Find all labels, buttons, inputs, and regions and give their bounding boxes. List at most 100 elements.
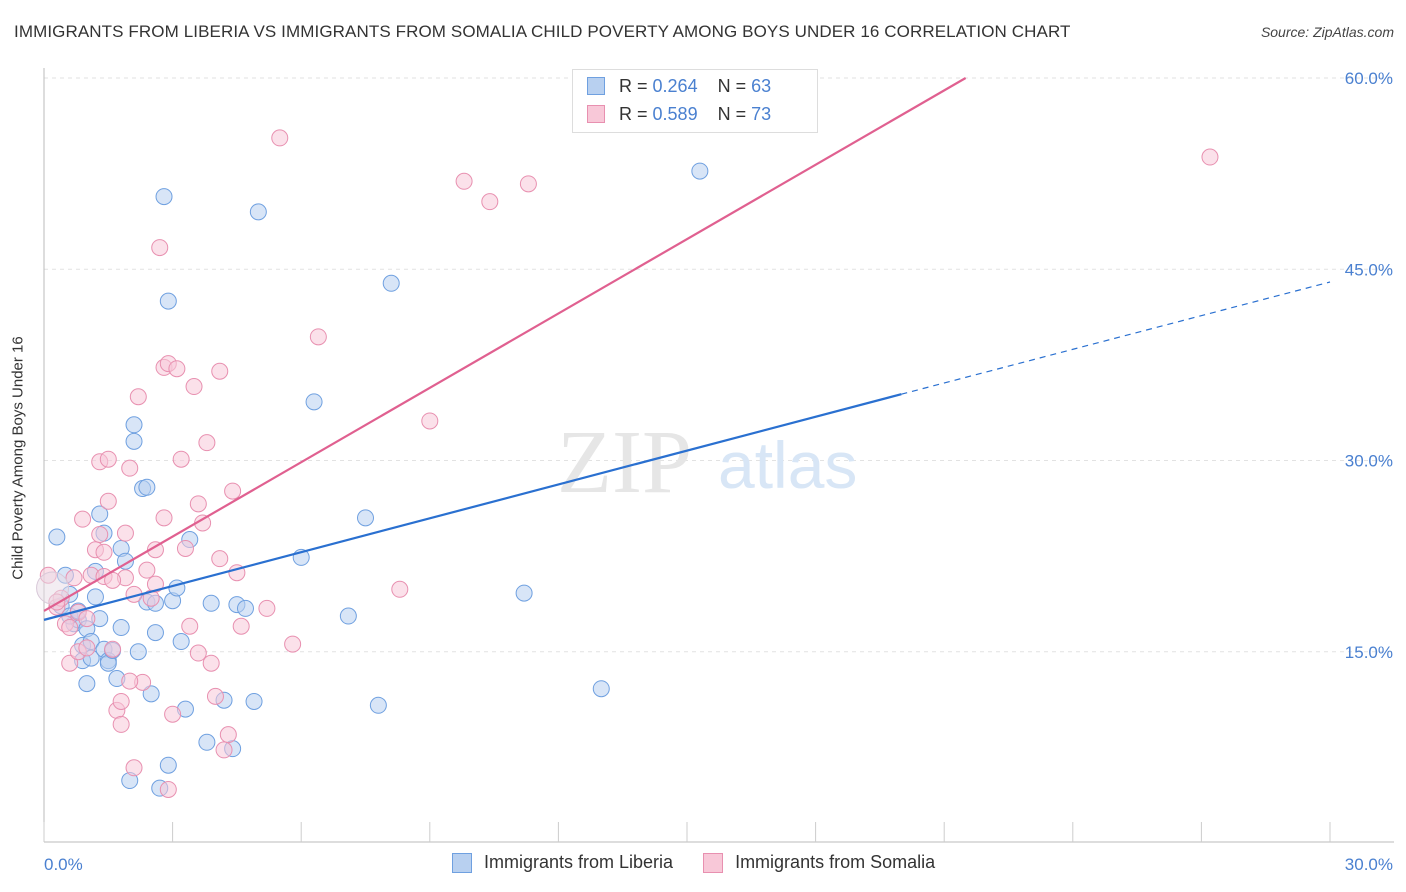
liberia-trend-extension (901, 281, 1331, 395)
somalia-point (168, 360, 186, 378)
somalia-point (189, 495, 207, 513)
somalia-point (61, 654, 79, 672)
liberia-point (155, 188, 173, 206)
somalia-point (172, 450, 190, 468)
trend-lines (43, 77, 1331, 621)
legend-item-liberia[interactable]: Immigrants from Liberia (452, 852, 673, 873)
liberia-point (142, 685, 160, 703)
somalia-point (164, 705, 182, 723)
somalia-point (391, 580, 409, 598)
liberia-point (382, 274, 400, 292)
somalia-point (95, 543, 113, 561)
somalia-point (189, 644, 207, 662)
somalia-point (112, 692, 130, 710)
liberia-point (249, 203, 267, 221)
liberia-point (691, 162, 709, 180)
somalia-point (129, 388, 147, 406)
liberia-point (125, 432, 143, 450)
r-value: 0.589 (652, 103, 698, 124)
data-points (36, 97, 1219, 798)
liberia-point (78, 675, 96, 693)
n-label: N = (717, 75, 747, 96)
somalia-point (206, 687, 224, 705)
liberia-point (129, 643, 147, 661)
r-label: R = (619, 75, 648, 96)
legend-row-liberia: R = 0.264 N = 63 (587, 75, 771, 97)
somalia-point (125, 759, 143, 777)
legend-row-somalia: R = 0.589 N = 73 (587, 103, 771, 125)
somalia-point (116, 524, 134, 542)
somalia-point (104, 640, 122, 658)
liberia-point (198, 733, 216, 751)
liberia-point (202, 594, 220, 612)
y-tick-label: 60.0% (1345, 69, 1393, 88)
somalia-point (112, 715, 130, 733)
legend-item-somalia[interactable]: Immigrants from Somalia (703, 852, 935, 873)
watermark-atlas: atlas (718, 428, 857, 502)
somalia-point (78, 639, 96, 657)
somalia-point (91, 525, 109, 543)
chart-title: IMMIGRANTS FROM LIBERIA VS IMMIGRANTS FR… (14, 22, 1071, 41)
liberia-trend-line (43, 393, 902, 621)
liberia-point (138, 478, 156, 496)
somalia-swatch (587, 105, 605, 123)
y-tick-label: 15.0% (1345, 643, 1393, 662)
somalia-point (211, 362, 229, 380)
n-label: N = (717, 103, 747, 124)
somalia-point (159, 780, 177, 798)
somalia-point (78, 610, 96, 628)
liberia-point (245, 692, 263, 710)
somalia-point (1201, 148, 1219, 166)
liberia-point (125, 416, 143, 434)
liberia-point (305, 393, 323, 411)
liberia-point (159, 292, 177, 310)
somalia-point (99, 492, 117, 510)
somalia-point (121, 672, 139, 690)
somalia-point (181, 617, 199, 635)
correlation-legend: R = 0.264 N = 63 R = 0.589 N = 73 (572, 69, 818, 133)
liberia-point (172, 633, 190, 651)
liberia-swatch (587, 77, 605, 95)
somalia-point (215, 741, 233, 759)
somalia-point (151, 239, 169, 257)
somalia-point (219, 726, 237, 744)
somalia-point (271, 129, 289, 147)
somalia-point (155, 509, 173, 527)
source-label: Source: ZipAtlas.com (1260, 24, 1394, 40)
r-value: 0.264 (652, 75, 698, 96)
legend-label-somalia: Immigrants from Somalia (735, 852, 936, 872)
watermark-zip: ZIP (557, 413, 692, 512)
somalia-point (121, 459, 139, 477)
somalia-point (481, 193, 499, 211)
liberia-point (357, 509, 374, 527)
somalia-point (202, 654, 220, 672)
somalia-point (284, 635, 302, 653)
series-legend: Immigrants from Liberia Immigrants from … (452, 852, 965, 873)
somalia-point (198, 434, 216, 452)
somalia-point (146, 575, 164, 593)
liberia-point (592, 680, 610, 698)
somalia-point (138, 561, 156, 579)
y-tick-label: 45.0% (1345, 260, 1393, 279)
liberia-legend-swatch (452, 852, 472, 873)
somalia-point (455, 172, 473, 190)
somalia-point (61, 619, 79, 637)
axes (43, 68, 1394, 843)
cluster-point (36, 571, 70, 605)
somalia-point (146, 541, 164, 559)
liberia-point (515, 584, 533, 602)
n-value: 63 (751, 75, 772, 96)
y-tick-label: 30.0% (1345, 452, 1393, 471)
legend-label-liberia: Immigrants from Liberia (484, 852, 674, 872)
watermark: ZIP atlas (557, 413, 857, 512)
somalia-point (176, 539, 194, 557)
somalia-point (74, 510, 92, 528)
somalia-point (99, 450, 117, 468)
liberia-point (236, 599, 254, 617)
somalia-legend-swatch (703, 852, 724, 873)
x-tick-label: 0.0% (44, 855, 83, 874)
somalia-point (232, 617, 250, 635)
liberia-point (48, 528, 66, 546)
liberia-point (91, 505, 109, 523)
